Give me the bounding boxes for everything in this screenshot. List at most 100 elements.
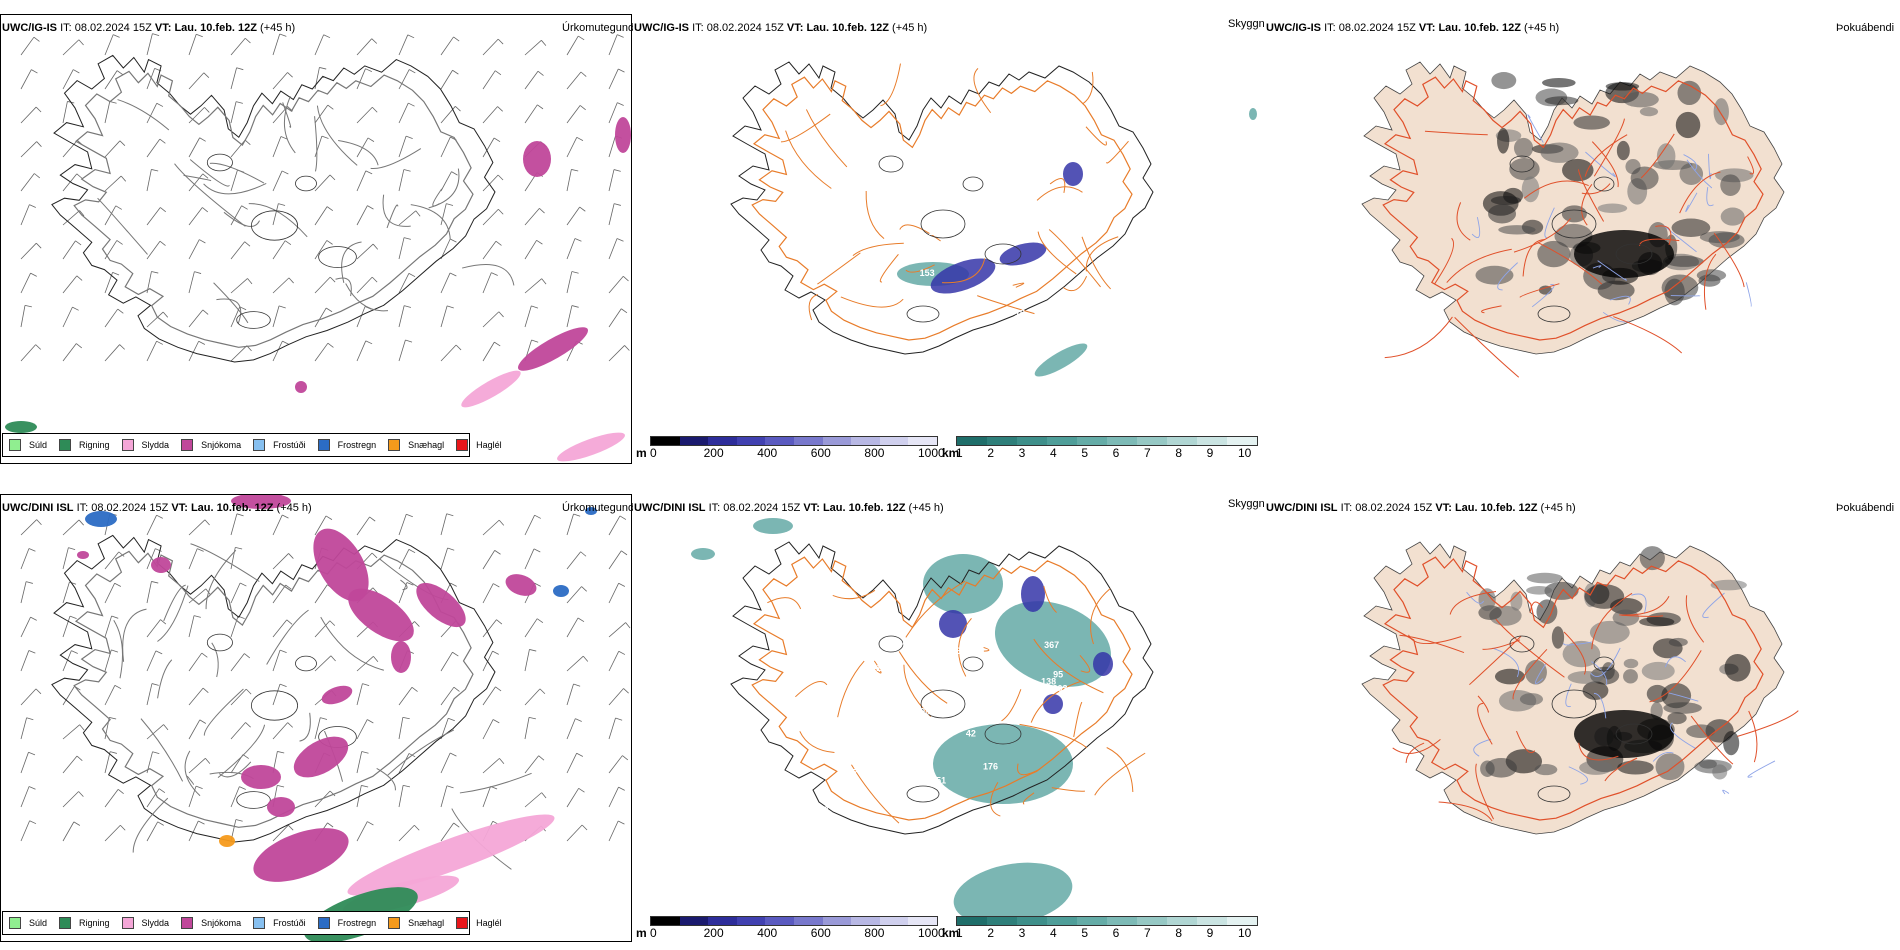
legend-item: Rigning (59, 917, 110, 929)
panel-header-cloud-top: UWC/IG-IS IT: 08.02.2024 15Z VT: Lau. 10… (1266, 22, 1559, 34)
legend-item: Snjókoma (181, 439, 241, 451)
legend-swatch (9, 917, 21, 929)
sleet-area (557, 432, 625, 462)
scale-tick-label: 10 (1238, 446, 1252, 460)
visibility-value-label: 9 (1002, 221, 1007, 231)
glacier-outline (878, 635, 904, 653)
vt-value: Lau. 10.feb. 12Z (190, 502, 274, 514)
color-scale-segment (822, 437, 852, 445)
snow-area (313, 528, 369, 602)
color-scale-segment (679, 437, 709, 445)
lead-time: (+45 h) (892, 22, 928, 34)
lead-time: (+45 h) (1524, 22, 1560, 34)
scale-tick-label: 200 (703, 446, 724, 460)
color-scale-segment (793, 917, 823, 925)
legend-label: Slydda (141, 440, 170, 450)
road-network (751, 63, 1133, 341)
visibility-value-label: 184 (901, 637, 916, 647)
model-name: UWC/IG-IS (2, 22, 57, 34)
vt-label: VT: (1418, 22, 1436, 34)
scale-tick-label: 9 (1206, 446, 1214, 460)
color-scale-segment (908, 437, 937, 445)
legend-item: Frostregn (317, 439, 376, 451)
field-label-cloud-bottom: Þokuábendi (1836, 502, 1895, 514)
color-scale-segment (1227, 437, 1257, 445)
sleet-area (461, 370, 521, 408)
fog-area (994, 601, 1112, 687)
snow-area (253, 828, 349, 882)
scale-unit: km (942, 446, 960, 460)
scale-tick-label: 1000 (918, 446, 945, 460)
glacier-outline (962, 656, 984, 672)
it-label: IT: (692, 22, 704, 34)
snow-area (391, 641, 411, 673)
legend-swatch (121, 917, 134, 929)
dense-fog-area (1043, 694, 1063, 714)
glacier-outline (1537, 785, 1571, 803)
visibility-value-label: 61 (908, 644, 918, 654)
it-label: IT: (60, 22, 72, 34)
color-scale-segment (1107, 437, 1137, 445)
panel-header-vis-bottom: UWC/DINI ISL IT: 08.02.2024 15Z VT: Lau.… (634, 502, 944, 514)
fog-area (1249, 108, 1257, 120)
visibility-value-label: 153 (1015, 220, 1030, 230)
legend-label: Frostúði (273, 440, 306, 450)
visibility-value-label: 8 (819, 665, 824, 675)
snow-area (295, 381, 307, 393)
river-network (1471, 114, 1752, 323)
it-value: 08.02.2024 15Z (1355, 502, 1433, 514)
glacier-outline (295, 175, 317, 192)
snow-area (523, 141, 551, 177)
visibility-value-label: 153 (920, 268, 935, 278)
legend-swatch (253, 917, 266, 929)
color-scale-segment (851, 437, 880, 445)
vt-label: VT: (803, 502, 820, 514)
it-value: 08.02.2024 15Z (723, 502, 801, 514)
visibility-scale-km-bottom: km 1 2 3 4 5 6 7 8 9 10 (942, 912, 1262, 942)
color-scale-segment (957, 917, 987, 925)
legend-swatch (59, 917, 72, 929)
vt-label: VT: (786, 22, 804, 34)
scale-tick-label: 10 (1238, 926, 1252, 940)
visibility-value-label: 95 (1053, 669, 1063, 679)
legend-item: Snæhagl (388, 917, 444, 929)
scale-unit: km (942, 926, 960, 940)
iceland-coastline (51, 534, 496, 843)
legend-item: Slydda (121, 439, 170, 451)
freezing-rain-area (553, 585, 569, 597)
snow-area (267, 797, 295, 817)
snow-area (321, 685, 353, 705)
field-label-precip-top: Úrkomutegund (562, 22, 635, 34)
color-scale-segment (708, 437, 737, 445)
color-scale-segment (1227, 917, 1257, 925)
visibility-value-label: 434 (837, 635, 852, 645)
field-label-vis-top: Skyggni (1228, 18, 1268, 30)
panel-header-vis-top: UWC/IG-IS IT: 08.02.2024 15Z VT: Lau. 10… (634, 22, 927, 34)
legend-label: Frostregn (337, 918, 377, 928)
scale-tick-label: 7 (1144, 446, 1151, 460)
glacier-outline (906, 785, 940, 803)
dense-fog-area (1093, 652, 1113, 676)
fog-area (1034, 343, 1088, 377)
lead-time: (+45 h) (1540, 502, 1576, 514)
visibility-value-label: 367 (1044, 640, 1059, 650)
legend-label: Snæhagl (408, 440, 445, 450)
glacier-outline (920, 209, 966, 239)
visibility-value-label: 304 (938, 247, 953, 257)
scale-tick-label: 6 (1112, 446, 1120, 460)
legend-swatch (181, 439, 194, 451)
it-value: 08.02.2024 15Z (706, 22, 784, 34)
precip-map-bottom (20, 495, 631, 941)
legend-label: Snjókoma (201, 918, 242, 928)
iceland-coastline (51, 54, 496, 363)
snow-area (241, 765, 281, 789)
vt-value: Lau. 10.feb. 12Z (806, 22, 889, 34)
scale-tick-label: 800 (864, 926, 885, 940)
visibility-value-label: 115 (911, 178, 926, 188)
glacier-outline (1615, 723, 1653, 745)
scale-tick-label: 9 (1206, 926, 1214, 940)
cloud-map-bottom (1361, 541, 1799, 835)
snow-area (416, 582, 466, 628)
fog-area (691, 548, 715, 560)
snow-area (615, 117, 631, 153)
